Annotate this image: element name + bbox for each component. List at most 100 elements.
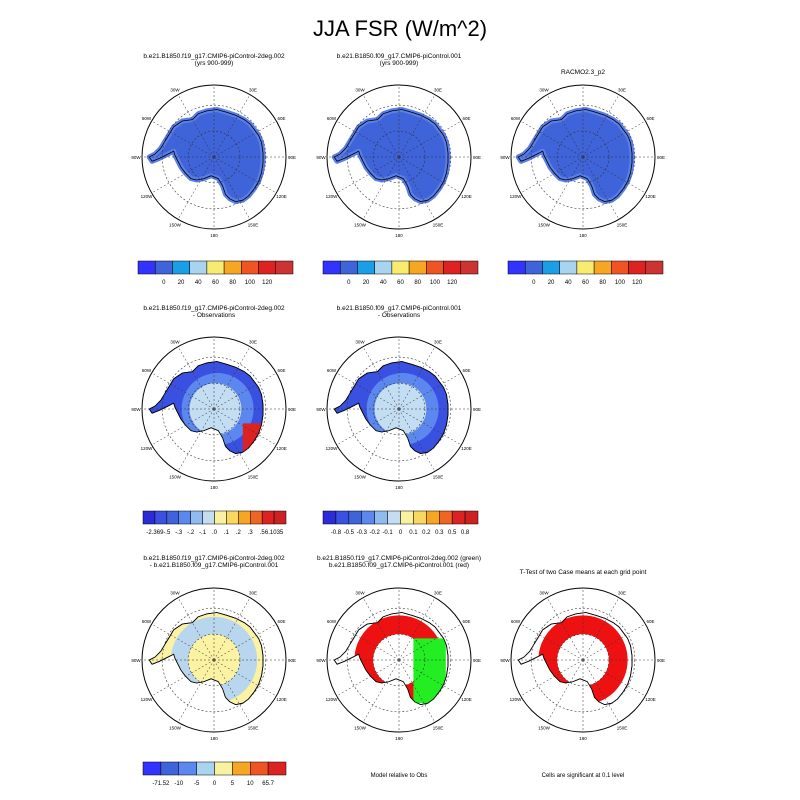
panel-p3-meridian-60: [582, 120, 646, 158]
panel-p3-lon-label-2: 30E: [618, 87, 626, 92]
colorbar-cb2-swatch-5: [391, 260, 410, 275]
colorbar-cb3: 0 20 40 60 80 100 120: [507, 260, 664, 286]
panel-p5-lon-label-3: 60W: [327, 368, 337, 373]
panel-p1-lon-label-2: 30E: [249, 87, 257, 92]
colorbar-cb2-label-1: 0: [347, 280, 351, 286]
panel-p8-meridian-300: [336, 623, 400, 661]
panel-p5-title-line-1: b.e21.B1850.f09_g17.CMIP6-piControl.001: [337, 305, 462, 312]
panel-p1-meridian-120: [213, 156, 277, 194]
panel-p5-lon-label-7: 120W: [326, 446, 339, 451]
panel-p9-lon-label-8: 120E: [645, 697, 656, 702]
colorbar-cb2-swatch-2: [339, 260, 358, 275]
colorbar-cb1-label-5: 80: [229, 280, 236, 286]
panel-p9-coastline-top: [517, 612, 633, 706]
colorbar-cb1-label-6: 100: [245, 280, 256, 286]
colorbar-cb7-swatch-1: [142, 761, 162, 776]
panel-p2-lon-label-2: 30E: [434, 87, 442, 92]
panel-p9-meridian-210: [546, 659, 584, 723]
panel-p5-lon-label-9: 150W: [354, 475, 367, 480]
panel-p3-meridian-240: [520, 156, 584, 194]
panel-p2-lon-label-10: 150E: [433, 223, 444, 228]
panel-p5-lat-circle-2: [346, 356, 452, 462]
colorbar-cb4-label-1: -2.369: [146, 530, 164, 536]
panel-p2-lon-label-6: 90E: [473, 155, 481, 160]
colorbar-cb7-swatch-7: [250, 761, 269, 776]
colorbar-cb3-swatch-1: [507, 260, 526, 275]
panel-p2: b.e21.B1850.f09_g17.CMIP6-piControl.001(…: [316, 53, 481, 238]
colorbar-cb3-label-1: 0: [532, 280, 536, 286]
colorbar-cb7-swatch-8: [267, 761, 287, 776]
colorbar-cb3-swatch-9: [645, 260, 664, 275]
colorbar-cb3-label-5: 80: [599, 280, 606, 286]
panel-p8-title-line-1: b.e21.B1850.f19_g17.CMIP6-piControl-2deg…: [317, 555, 481, 562]
colorbar-cb5-swatch-7: [400, 510, 414, 525]
panel-p4-lon-label-1: 30W: [170, 339, 180, 344]
colorbar-cb4-label-4: -.2: [187, 530, 195, 536]
colorbar-cb4-label-9: .3: [248, 530, 254, 536]
panel-p5-meridian-30: [398, 346, 436, 410]
panel-p2-lon-label-7: 120W: [326, 194, 339, 199]
panel-p8-lon-label-11: 180: [395, 736, 403, 741]
colorbar-cb1-label-1: 0: [162, 280, 166, 286]
panel-p4-lon-label-7: 120W: [141, 446, 154, 451]
colorbar-cb5-swatch-3: [348, 510, 363, 525]
panel-p1-map-border: [141, 84, 287, 230]
colorbar-cb3-swatch-2: [524, 260, 543, 275]
panel-p2-lon-label-4: 60E: [463, 116, 471, 121]
colorbar-cb5-label-3: -0.3: [357, 530, 368, 536]
panel-p7-lon-label-8: 120E: [276, 697, 287, 702]
panel-p1-lon-label-1: 30W: [170, 87, 180, 92]
colorbar-cb1-swatch-3: [172, 260, 190, 275]
panel-p3-lon-label-4: 60E: [647, 116, 655, 121]
colorbar-cb7-label-1: -71.52: [152, 781, 170, 787]
panel-p8-meridian-150: [398, 659, 436, 723]
panel-p1-meridian-150: [213, 156, 251, 220]
panel-p5-meridian-330: [362, 346, 400, 410]
colorbar-cb5-swatch-10: [439, 510, 453, 525]
colorbar-cb4-swatch-9: [238, 510, 251, 525]
panel-p4-map-border: [141, 336, 287, 482]
panel-p8-lon-label-1: 30W: [355, 590, 365, 595]
panel-p2-meridian-30: [398, 94, 436, 158]
colorbar-cb1-swatch-9: [275, 260, 294, 275]
panel-p1-lon-label-8: 120E: [276, 194, 287, 199]
colorbar-cb1-label-4: 60: [212, 280, 219, 286]
panel-p2-meridian-240: [336, 156, 400, 194]
panel-p7-meridian-330: [177, 597, 215, 661]
colorbar-cb5-swatch-2: [335, 510, 350, 525]
panel-p9-lon-label-1: 30W: [539, 590, 549, 595]
colorbar-cb4-label-3: -.3: [175, 530, 183, 536]
panel-p5: b.e21.B1850.f09_g17.CMIP6-piControl.001-…: [316, 305, 481, 490]
panel-p7-lon-label-5: 90W: [131, 658, 141, 663]
panel-p1-lon-label-11: 180: [210, 233, 218, 238]
panel-p3-lon-label-3: 60W: [511, 116, 521, 121]
colorbar-cb2-swatch-3: [357, 260, 375, 275]
panel-p2-coastline: [333, 109, 449, 203]
panel-p9-lon-label-11: 180: [579, 736, 587, 741]
colorbar-cb4-swatch-4: [178, 510, 191, 525]
panel-p8-meridian-240: [336, 659, 400, 697]
colorbar-cb2-label-7: 120: [447, 280, 458, 286]
panel-p5-lon-label-10: 150E: [433, 475, 444, 480]
panel-p8-lon-label-7: 120W: [326, 697, 339, 702]
colorbar-cb7-swatch-4: [196, 761, 215, 776]
colorbar-cb2: 0 20 40 60 80 100 120: [322, 260, 479, 286]
panel-p4-meridian-60: [213, 372, 277, 410]
colorbar-cb4-label-8: .2: [236, 530, 242, 536]
colorbar-cb4-label-2: -.5: [163, 530, 171, 536]
colorbar-cb5-label-4: -0.2: [369, 530, 380, 536]
panel-p4-meridian-330: [177, 346, 215, 410]
panel-p7-meridian-240: [151, 659, 215, 697]
colorbar-cb4-swatch-2: [154, 510, 168, 525]
colorbar-cb4-label-5: -.1: [199, 530, 207, 536]
colorbar-cb3-swatch-8: [628, 260, 647, 275]
panel-p5-lon-label-8: 120E: [461, 446, 472, 451]
colorbar-cb2-swatch-1: [322, 260, 341, 275]
panel-p5-map-border: [326, 336, 472, 482]
colorbar-cb2-swatch-9: [460, 260, 479, 275]
panel-p4-meridian-150: [213, 408, 251, 472]
colorbar-cb1-swatch-2: [154, 260, 173, 275]
colorbars: 0 20 40 60 80 100 120 0 20 40 60 80 100 120 0 20 40 60 80 1…: [137, 260, 664, 787]
panel-p9-lon-label-10: 150E: [617, 726, 628, 731]
panel-p7-lon-label-9: 150W: [169, 726, 182, 731]
